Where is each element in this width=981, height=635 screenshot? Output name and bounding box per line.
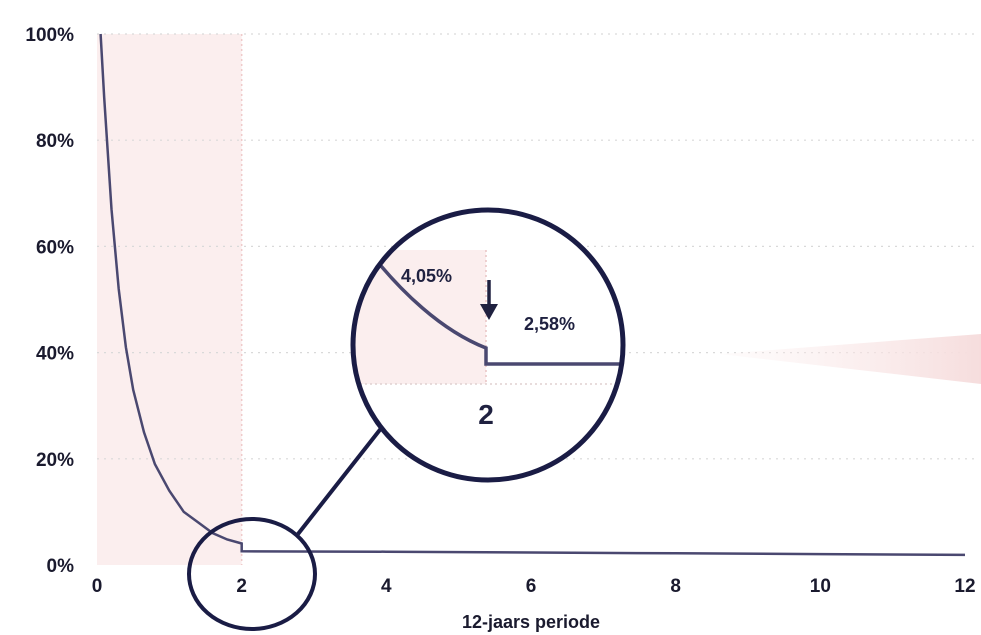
x-axis-label: 12-jaars periode [462,612,600,632]
x-tick-label: 12 [954,576,975,597]
y-tick-labels: 0% 20% 40% 60% 80% 100% [25,25,74,577]
y-tick-label: 20% [36,450,74,471]
x-tick-labels: 0 2 4 6 8 10 12 [92,576,976,597]
y-tick-label: 0% [47,556,75,577]
series-line [99,33,966,557]
x-tick-label: 10 [810,576,831,597]
down-arrow-icon [480,280,498,320]
y-tick-label: 60% [36,237,74,258]
x-tick-label: 0 [92,576,103,597]
zoom-series-line [370,253,620,366]
y-tick-label: 100% [25,25,74,46]
zoom-tick-label: 2 [478,399,494,430]
x-tick-label: 4 [381,576,392,597]
zoom-source-circle [187,517,317,631]
y-tick-label: 40% [36,344,74,365]
zoom-inset: 4,05% 2,58% 2 [350,207,626,483]
x-tick-label: 8 [670,576,681,597]
x-tick-label: 6 [526,576,537,597]
shaded-region [97,34,242,565]
annotation-before-value: 4,05% [401,266,452,286]
annotation-after-value: 2,58% [524,314,575,334]
x-tick-label: 2 [236,576,247,597]
zoom-connector [296,420,388,536]
zoom-wedge [720,334,981,384]
y-tick-label: 80% [36,131,74,152]
